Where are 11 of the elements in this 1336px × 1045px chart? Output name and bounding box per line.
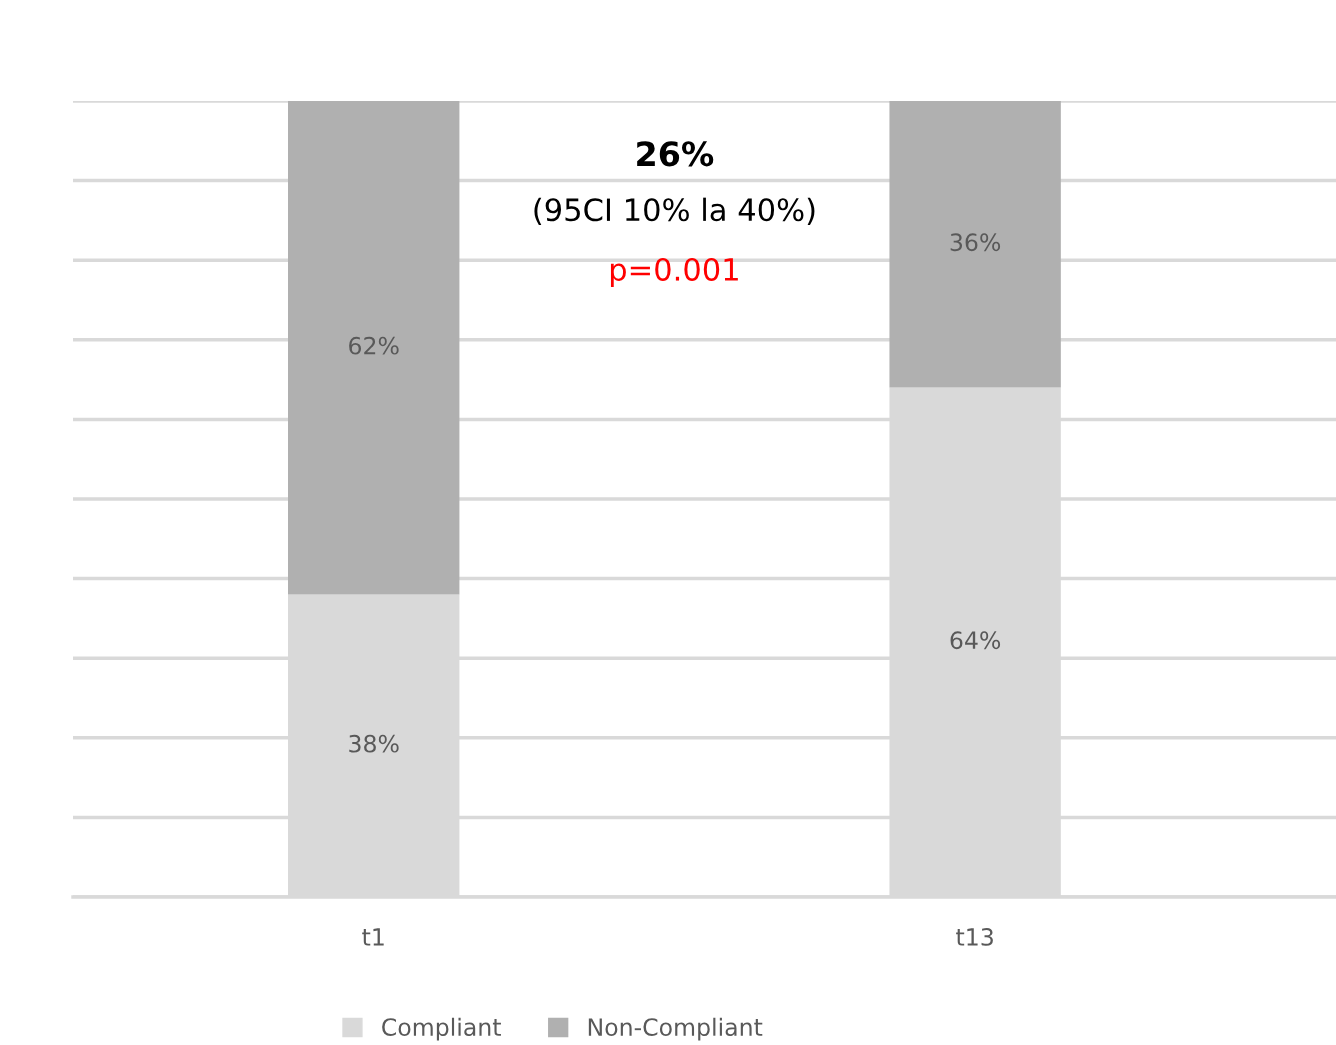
- x-tick-label: t13: [956, 927, 993, 946]
- x-tick-label: t1: [362, 928, 384, 946]
- data-label: 36%: [950, 233, 1001, 252]
- legend-label: Non-Compliant: [588, 1017, 763, 1041]
- data-label: 38%: [349, 734, 399, 753]
- data-label: 64%: [950, 631, 1001, 650]
- annotation: (95CI 10% la 40%): [534, 197, 815, 225]
- annotation: p=0.001: [610, 257, 738, 287]
- legend-label: Compliant: [382, 1017, 501, 1041]
- data-label: 62%: [349, 336, 399, 355]
- annotation: 26%: [637, 141, 714, 167]
